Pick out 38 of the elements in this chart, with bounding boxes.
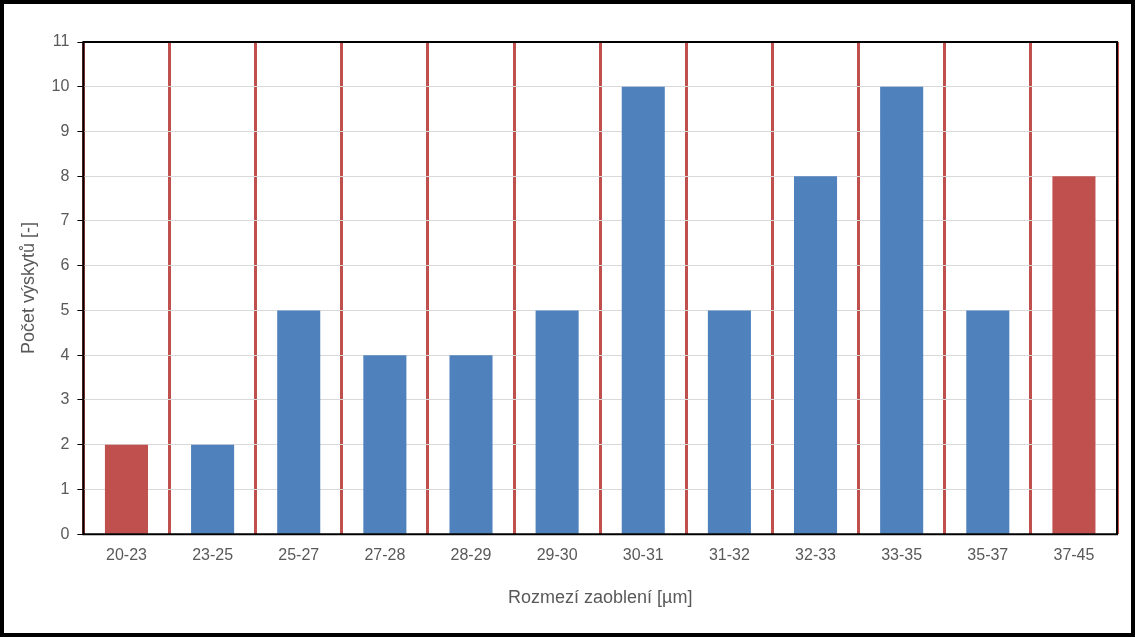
y-tick-label: 10 xyxy=(51,77,70,95)
y-tick-label: 8 xyxy=(60,166,70,184)
bar xyxy=(794,176,838,534)
y-tick-label: 5 xyxy=(60,300,70,318)
bar xyxy=(966,310,1010,534)
bar xyxy=(104,444,148,534)
y-tick-label: 6 xyxy=(60,256,70,274)
bar xyxy=(707,310,751,534)
x-tick-label: 28-29 xyxy=(450,546,492,564)
bar xyxy=(277,310,321,534)
x-tick-label: 32-33 xyxy=(795,546,837,564)
x-tick-label: 29-30 xyxy=(536,546,578,564)
y-tick-label: 0 xyxy=(60,524,70,542)
bar xyxy=(191,444,235,534)
y-tick-label: 11 xyxy=(52,32,70,50)
x-tick-label: 35-37 xyxy=(967,546,1009,564)
y-tick-label: 4 xyxy=(60,345,70,363)
bar xyxy=(363,355,407,534)
x-tick-label: 30-31 xyxy=(622,546,664,564)
bar xyxy=(621,86,665,534)
bar xyxy=(449,355,493,534)
x-tick-label: 23-25 xyxy=(192,546,234,564)
y-tick-label: 1 xyxy=(60,479,70,497)
bar xyxy=(1052,176,1096,534)
bar xyxy=(880,86,924,534)
x-tick-label: 25-27 xyxy=(278,546,320,564)
x-tick-label: 31-32 xyxy=(708,546,750,564)
x-tick-label: 27-28 xyxy=(364,546,406,564)
y-tick-label: 9 xyxy=(60,121,70,139)
bar xyxy=(535,310,579,534)
y-tick-label: 7 xyxy=(60,211,70,229)
x-axis-title: Rozmezí zaoblení [µm] xyxy=(507,587,693,608)
x-tick-label: 37-45 xyxy=(1053,546,1095,564)
y-axis-title: Počet výskytů [-] xyxy=(17,222,38,355)
y-tick-label: 2 xyxy=(60,435,70,453)
x-tick-label: 20-23 xyxy=(106,546,148,564)
x-tick-label: 33-35 xyxy=(881,546,923,564)
y-tick-label: 3 xyxy=(60,390,70,408)
